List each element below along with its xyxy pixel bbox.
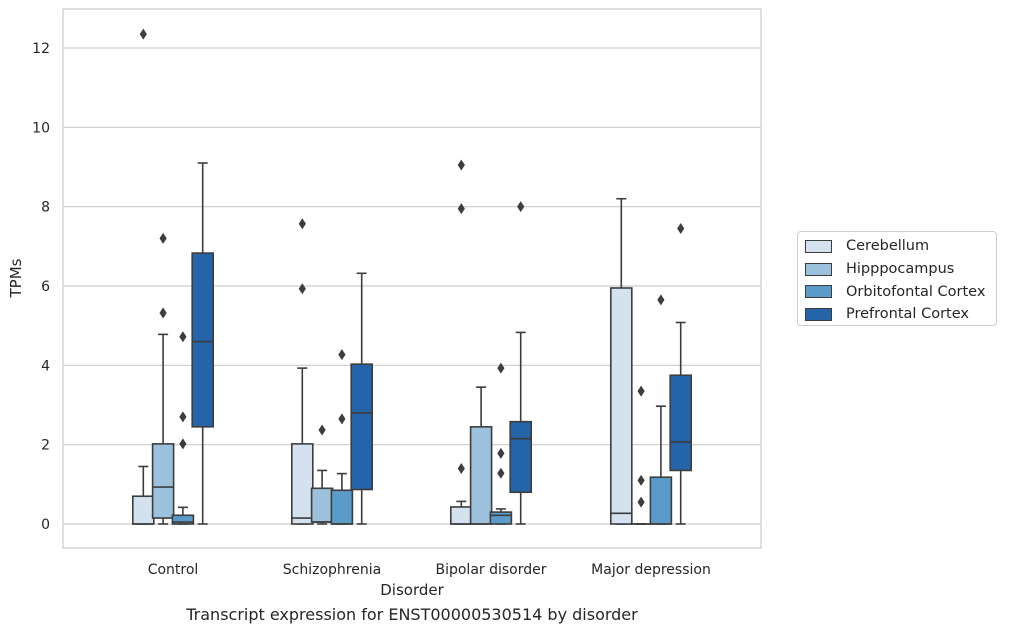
box: [310, 424, 334, 525]
outlier-point: [318, 424, 326, 436]
outlier-point: [179, 331, 187, 343]
outlier-point: [338, 413, 346, 425]
box: [469, 386, 493, 525]
box-iqr: [509, 420, 533, 494]
outlier-point: [139, 28, 147, 40]
series-group: [132, 28, 633, 525]
y-tick-label: 12: [32, 41, 50, 57]
x-axis-ticks: Control Schizophrenia Bipolar disorder Majo…: [148, 562, 711, 578]
box: [132, 28, 155, 525]
box-iqr: [310, 487, 334, 523]
y-tick-label: 0: [41, 517, 50, 533]
y-axis-ticks: 0 2 4 6 8 10 12: [32, 41, 50, 533]
x-tick-label: Control: [148, 562, 199, 578]
outlier-point: [338, 349, 346, 361]
box: [629, 385, 653, 525]
box-iqr: [669, 374, 693, 472]
box: [669, 222, 693, 525]
box-plot-chart: 0 2 4 6 8 10 12 Control Schizophrenia Bipolar di…: [7, 8, 762, 599]
box-iqr: [132, 495, 155, 525]
box-iqr: [609, 287, 633, 525]
y-tick-label: 10: [32, 120, 50, 136]
box-iqr: [290, 443, 314, 525]
box: [151, 232, 175, 525]
box: [330, 349, 354, 525]
box: [350, 272, 374, 525]
legend-label: Cerebellum: [846, 238, 930, 255]
y-tick-label: 2: [41, 438, 50, 454]
outlier-point: [637, 496, 645, 508]
plot-area: [62, 8, 762, 549]
outlier-point: [677, 222, 685, 234]
outlier-point: [457, 159, 465, 171]
y-tick-label: 8: [41, 200, 50, 216]
y-axis-label: TPMs: [7, 258, 25, 298]
box-iqr: [489, 511, 513, 525]
x-tick-label: Schizophrenia: [283, 562, 381, 578]
outlier-point: [497, 362, 505, 374]
legend-swatch: [805, 262, 832, 276]
legend-swatch: [805, 285, 832, 299]
x-axis-label: Disorder: [380, 581, 444, 599]
legend-label: Orbitofontal Cortex: [846, 283, 986, 300]
outlier-point: [159, 307, 167, 319]
outlier-point: [179, 438, 187, 450]
outlier-point: [497, 467, 505, 479]
box: [191, 162, 214, 525]
y-tick-label: 4: [41, 358, 50, 374]
legend-item: Orbitofontal Cortex: [805, 280, 996, 303]
outlier-point: [179, 411, 187, 423]
outlier-point: [298, 283, 306, 295]
x-tick-label: Major depression: [591, 562, 711, 578]
outlier-point: [637, 385, 645, 397]
box-iqr: [469, 426, 493, 525]
legend-swatch: [805, 239, 832, 253]
legend-label: Prefrontal Cortex: [846, 306, 969, 323]
x-tick-label: Bipolar disorder: [435, 562, 546, 578]
figure-caption: Transcript expression for ENST0000053051…: [186, 605, 638, 624]
box-iqr: [350, 363, 374, 491]
y-tick-label: 6: [41, 279, 50, 295]
legend-item: Prefrontal Cortex: [805, 303, 996, 326]
outlier-point: [298, 218, 306, 230]
box-iqr: [171, 514, 195, 525]
outlier-point: [517, 201, 525, 213]
series-group: [151, 232, 653, 525]
outlier-point: [657, 294, 665, 306]
box-series: [132, 28, 693, 525]
series-group: [191, 162, 693, 525]
outlier-point: [457, 203, 465, 215]
box: [171, 331, 195, 525]
legend: Cerebellum Hipppocampus Orbitofontal Corte…: [797, 231, 997, 326]
legend-item: Hipppocampus: [805, 258, 996, 281]
legend-label: Hipppocampus: [846, 261, 955, 278]
outlier-point: [159, 232, 167, 244]
legend-item: Cerebellum: [805, 235, 996, 258]
outlier-point: [497, 447, 505, 459]
box-iqr: [191, 252, 214, 428]
box-iqr: [449, 506, 473, 525]
box-iqr: [151, 443, 175, 519]
box: [509, 201, 533, 525]
legend-swatch: [805, 307, 832, 321]
box: [609, 197, 633, 525]
box: [489, 362, 513, 525]
box-iqr: [330, 489, 354, 525]
box: [649, 294, 673, 525]
box: [290, 218, 314, 525]
series-group: [171, 294, 673, 525]
outlier-point: [637, 474, 645, 486]
box-iqr: [649, 476, 673, 525]
outlier-point: [457, 462, 465, 474]
